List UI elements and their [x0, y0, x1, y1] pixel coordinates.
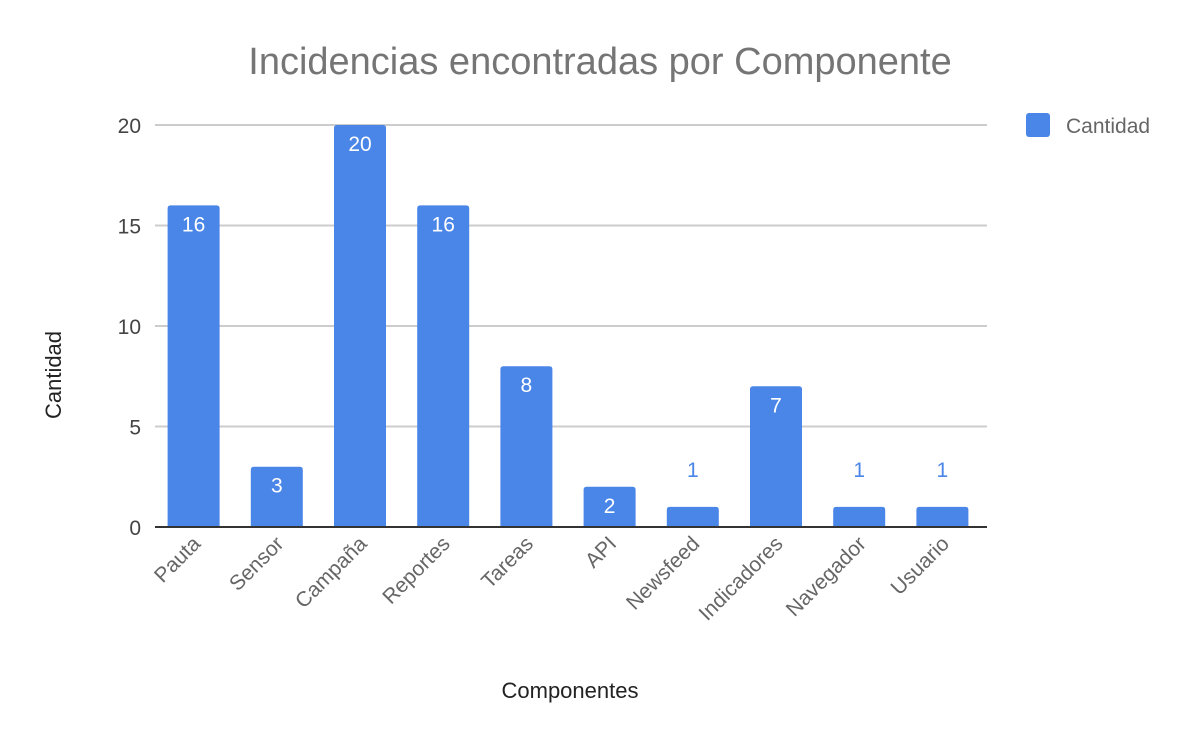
data-label: 1: [937, 459, 949, 482]
chart-title: Incidencias encontradas por Componente: [248, 41, 951, 83]
x-tick-label: Campaña: [291, 532, 372, 613]
data-label: 1: [853, 459, 865, 482]
data-label: 8: [521, 374, 533, 397]
data-label: 2: [604, 495, 616, 518]
x-tick-label: Navegador: [782, 532, 871, 621]
data-label: 7: [770, 394, 782, 417]
x-tick-label: Sensor: [225, 532, 288, 595]
bar: [417, 205, 470, 527]
x-tick-label: Tareas: [477, 532, 538, 593]
x-tick-label: Indicadores: [694, 532, 787, 625]
x-axis-title: Componentes: [502, 678, 639, 703]
x-tick-label: Pauta: [150, 532, 205, 587]
y-tick-label: 10: [118, 316, 141, 339]
bar: [916, 506, 969, 527]
y-axis-ticks: 0 5 10 15 20: [118, 115, 141, 540]
bars: [167, 125, 969, 527]
legend-swatch: [1026, 113, 1050, 137]
bar: [500, 366, 553, 527]
gridlines: [155, 124, 987, 428]
y-tick-label: 0: [129, 517, 141, 540]
data-label: 16: [432, 213, 455, 236]
bar: [167, 205, 220, 527]
bar: [666, 506, 719, 527]
bar: [583, 486, 636, 527]
data-label: 16: [182, 213, 205, 236]
x-tick-label: Newsfeed: [622, 532, 704, 614]
x-tick-label: Usuario: [886, 532, 953, 599]
x-tick-label: API: [581, 532, 621, 572]
legend: Cantidad: [1026, 113, 1150, 138]
y-tick-label: 15: [118, 216, 141, 239]
legend-label: Cantidad: [1066, 115, 1150, 138]
bar: [334, 125, 386, 527]
data-label: 3: [271, 475, 283, 498]
bar: [750, 386, 802, 527]
x-axis-categories: Pauta Sensor Campaña Reportes Tareas API Newsf…: [150, 532, 954, 625]
x-tick-label: Reportes: [378, 532, 455, 609]
y-tick-label: 20: [118, 115, 141, 138]
y-tick-label: 5: [129, 417, 141, 440]
data-label: 20: [348, 133, 371, 156]
data-labels: 16 3 20 16 8 2 1 7 1 1: [182, 133, 948, 518]
bar: [250, 466, 303, 527]
bar: [833, 506, 886, 527]
data-label: 1: [687, 459, 699, 482]
y-axis-title: Cantidad: [41, 331, 66, 419]
